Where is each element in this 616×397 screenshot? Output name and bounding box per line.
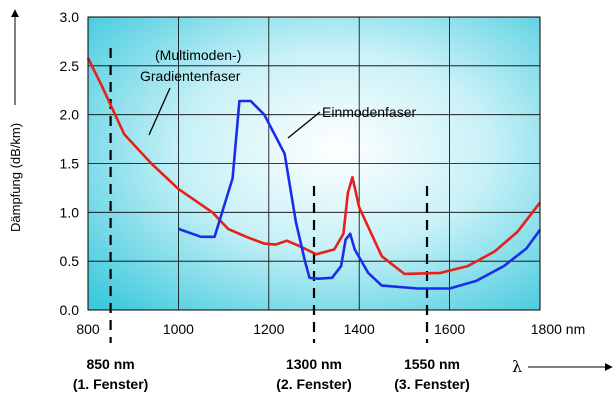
x-tick-label-2: 1200 xyxy=(253,321,284,337)
y-tick-label-2: 1.0 xyxy=(60,204,80,220)
window-markers xyxy=(109,48,429,343)
plot-frame xyxy=(87,16,541,311)
x-tick-label-3: 1400 xyxy=(344,321,375,337)
multimode-annotation-leader xyxy=(148,87,171,136)
series-group xyxy=(86,57,542,290)
series-line-einmodenfaser xyxy=(177,99,542,290)
multimode-annotation-line2: Gradientenfaser xyxy=(140,68,241,84)
window-sublabel-1: (1. Fenster) xyxy=(73,376,148,392)
y-tick-label-0: 0.0 xyxy=(60,302,80,318)
window-label-1: 850 nm xyxy=(86,356,134,372)
window-label-2: 1300 nm xyxy=(286,356,342,372)
y-axis-label: Dämpfung (dB/km) xyxy=(8,123,23,232)
multimode-annotation-line1: (Multimoden-) xyxy=(155,47,241,63)
x-tick-label-0: 800 xyxy=(76,321,100,337)
series-line-gradientenfaser xyxy=(86,57,542,276)
x-tick-label-4: 1600 xyxy=(434,321,465,337)
y-tick-label-6: 3.0 xyxy=(60,9,80,25)
y-tick-labels: 0.0 0.5 1.0 1.5 2.0 2.5 3.0 xyxy=(60,9,80,318)
x-tick-labels: 800 1000 1200 1400 1600 1800 nm xyxy=(76,321,585,337)
x-tick-label-1: 1000 xyxy=(163,321,194,337)
window-sublabel-3: (3. Fenster) xyxy=(394,376,469,392)
singlemode-annotation-leader xyxy=(287,111,321,139)
x-tick-label-5: 1800 nm xyxy=(531,321,585,337)
y-tick-label-5: 2.5 xyxy=(60,58,80,74)
x-axis-label: λ xyxy=(512,357,522,376)
y-tick-label-4: 2.0 xyxy=(60,107,80,123)
singlemode-annotation: Einmodenfaser xyxy=(322,104,417,120)
window-label-3: 1550 nm xyxy=(404,356,460,372)
window-sublabel-2: (2. Fenster) xyxy=(276,376,351,392)
y-tick-label-3: 1.5 xyxy=(60,156,80,172)
window-labels: 850 nm (1. Fenster) 1300 nm (2. Fenster) 155… xyxy=(73,356,470,392)
grid xyxy=(87,16,541,311)
y-tick-label-1: 0.5 xyxy=(60,253,80,269)
